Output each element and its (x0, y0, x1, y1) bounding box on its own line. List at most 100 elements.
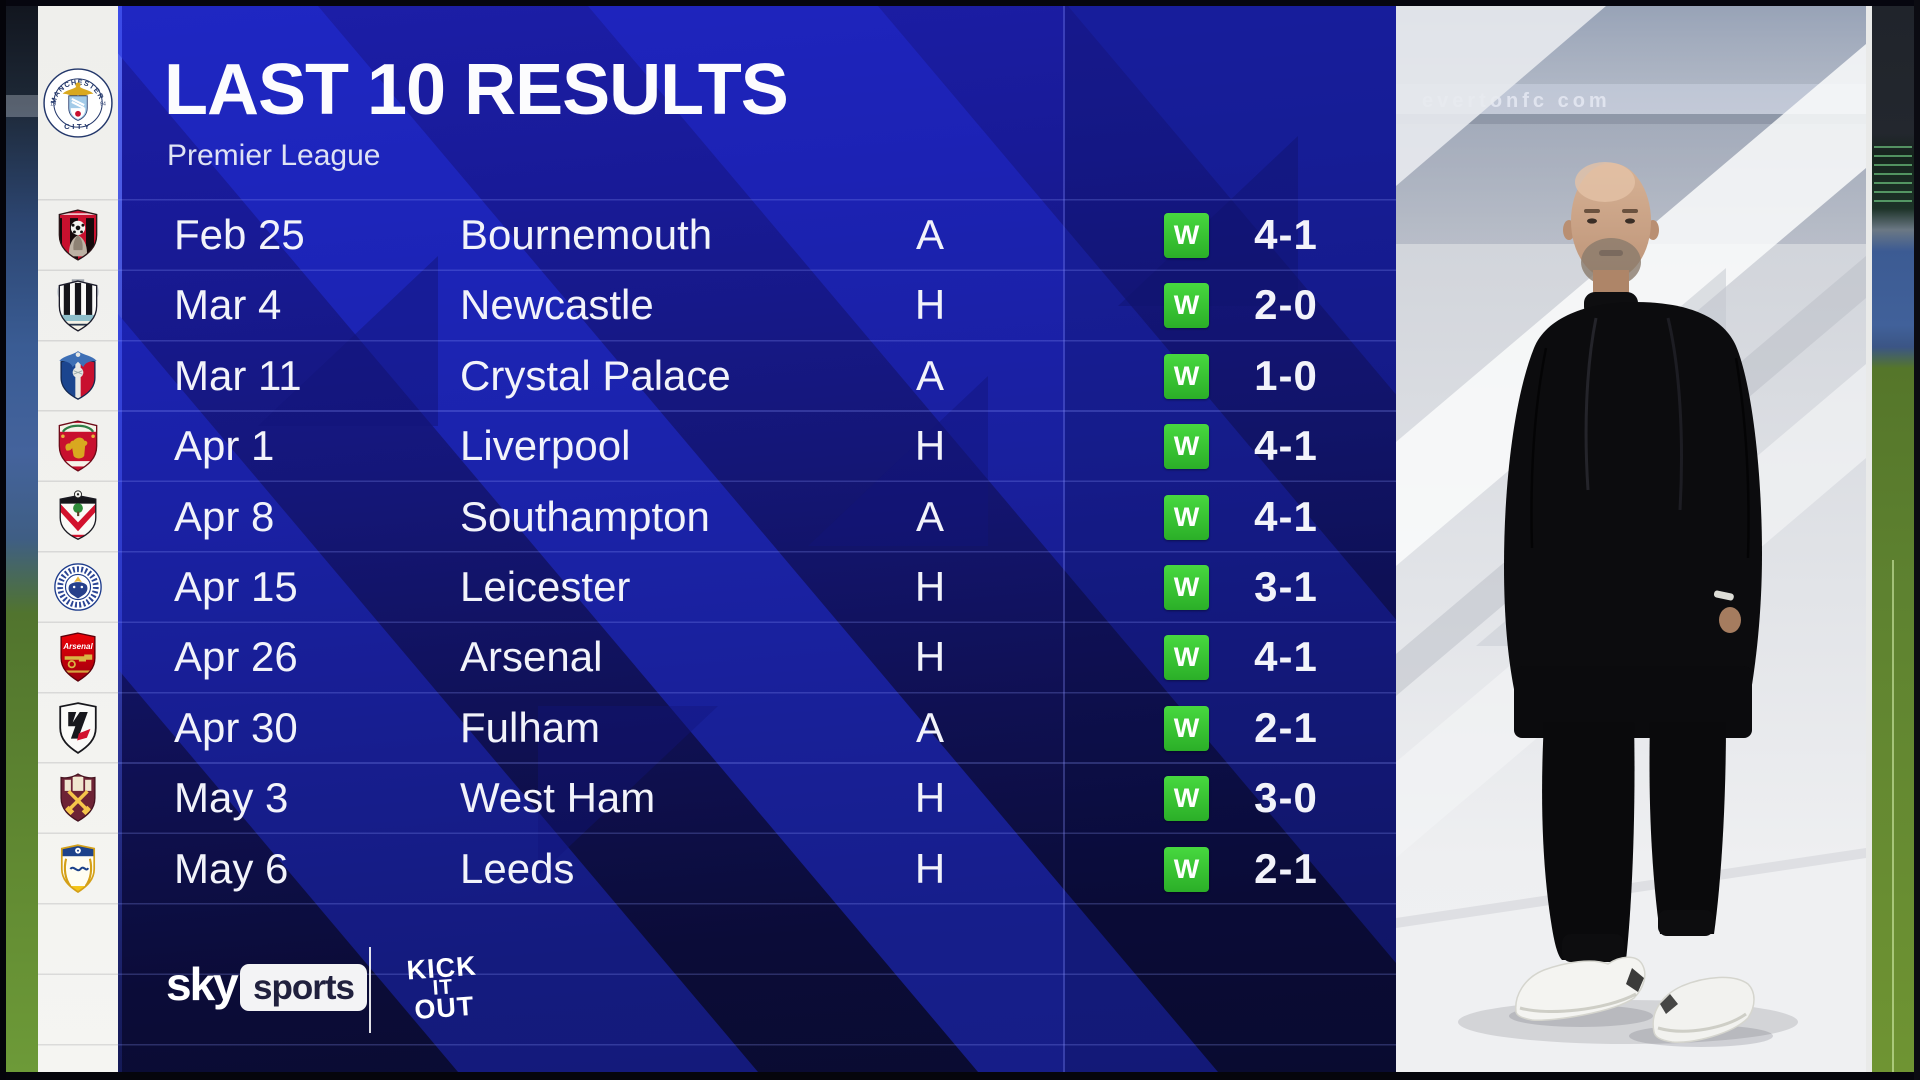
result-outcome-badge: W (1164, 705, 1209, 751)
result-date: Apr 1 (174, 422, 275, 470)
svg-text:Arsenal: Arsenal (62, 642, 93, 651)
result-outcome-badge: W (1164, 846, 1209, 892)
badge-cell (38, 200, 118, 270)
leeds-crest-icon (60, 844, 96, 893)
liverpool-crest-icon (58, 420, 98, 473)
result-score: 3-1 (1254, 563, 1318, 610)
result-date: Mar 11 (174, 351, 302, 399)
hand (1719, 607, 1741, 633)
result-score: 4-1 (1254, 211, 1318, 258)
result-score: 2-0 (1254, 281, 1318, 329)
badge-cell: Arsenal (38, 622, 118, 692)
logo-divider (369, 947, 371, 1033)
sky-sports-logo-box: sports (240, 964, 367, 1011)
frame-right (1914, 0, 1920, 1080)
result-date: Apr 15 (174, 563, 298, 610)
pep-guardiola-figure (1504, 162, 1762, 1043)
result-date: Apr 26 (174, 633, 298, 681)
right-leg (1649, 722, 1726, 934)
result-date: Apr 8 (174, 492, 275, 540)
kick-it-out-line: OUT (413, 990, 476, 1025)
pitch-line (1892, 560, 1894, 1072)
result-opponent: Crystal Palace (460, 351, 731, 399)
result-row: Apr 26 Arsenal H W 4-1 (118, 622, 1396, 692)
result-score: 4-1 (1254, 422, 1318, 470)
result-outcome-letter: W (1173, 360, 1200, 391)
svg-text:94: 94 (100, 101, 106, 107)
result-score: 4-1 (1254, 492, 1318, 540)
result-score: 1-0 (1254, 351, 1318, 399)
result-outcome-badge: W (1164, 494, 1209, 540)
crystal-palace-crest-icon (59, 351, 97, 400)
result-outcome-letter: W (1173, 572, 1200, 602)
arsenal-crest-icon: Arsenal (60, 632, 96, 682)
result-date: Feb 25 (174, 211, 305, 258)
svg-text:18: 18 (50, 101, 56, 107)
result-outcome-badge: W (1164, 635, 1209, 681)
badge-cell (38, 341, 118, 411)
result-venue: H (914, 281, 946, 329)
result-opponent: Bournemouth (460, 211, 713, 258)
newcastle-crest-icon (57, 278, 99, 332)
result-date: Apr 30 (174, 703, 298, 751)
result-venue: H (914, 844, 946, 892)
result-row: Apr 15 Leicester H W 3-1 (118, 552, 1396, 622)
result-opponent: West Ham (460, 774, 656, 822)
result-outcome-badge: W (1164, 283, 1209, 329)
result-date: May 3 (174, 774, 289, 822)
result-outcome-letter: W (1173, 712, 1200, 743)
badge-cell (38, 763, 118, 833)
frame-top (0, 0, 1920, 6)
result-opponent: Liverpool (460, 422, 631, 470)
badge-cell (38, 270, 118, 340)
result-venue: H (914, 563, 946, 610)
result-date: Mar 4 (174, 281, 282, 329)
result-outcome-letter: W (1173, 642, 1200, 673)
result-venue: H (914, 633, 946, 681)
stadium-edge-left (6, 6, 38, 1072)
west-ham-crest-icon (60, 773, 96, 823)
result-row: Mar 11 Crystal Palace A W 1-0 (118, 341, 1396, 411)
svg-text:CITY: CITY (64, 122, 92, 131)
result-row: Mar 4 Newcastle H W 2-0 (118, 270, 1396, 340)
bournemouth-crest-icon (58, 209, 98, 261)
result-score: 2-1 (1254, 703, 1318, 751)
result-outcome-letter: W (1173, 783, 1200, 814)
result-venue: H (914, 774, 946, 822)
result-outcome-badge: W (1164, 213, 1209, 258)
fulham-crest-icon (59, 702, 97, 754)
badge-cell (38, 834, 118, 904)
result-date: May 6 (174, 844, 289, 892)
badge-cell (38, 693, 118, 763)
page-title: LAST 10 RESULTS (164, 50, 789, 130)
kick-it-out-logo: KICK IT OUT (388, 933, 497, 1044)
badge-cell (38, 552, 118, 622)
shirt-cuff (1713, 590, 1734, 601)
panel-right-separator (1866, 6, 1872, 1072)
scoreboard-icon (1874, 146, 1912, 204)
result-row: Feb 25 Bournemouth A W 4-1 (118, 200, 1396, 270)
result-outcome-letter: W (1173, 431, 1200, 462)
result-outcome-badge: W (1164, 565, 1209, 610)
sky-sports-logo-text: sports (253, 967, 355, 1007)
result-row: Apr 1 Liverpool H W 4-1 (118, 411, 1396, 481)
result-outcome-letter: W (1173, 501, 1200, 532)
page-subtitle: Premier League (167, 139, 381, 172)
jacket (1504, 302, 1762, 708)
result-outcome-letter: W (1173, 290, 1200, 321)
manchester-city-crest-icon: MANCHESTER CITY 18 94 (43, 67, 113, 138)
badge-cell (38, 411, 118, 481)
southampton-crest-icon (59, 490, 97, 540)
result-column-shade (1065, 6, 1396, 1072)
results-panel-edge (118, 6, 122, 1072)
result-venue: H (914, 422, 946, 470)
right-shoe (1652, 976, 1755, 1043)
sky-logo: sky (166, 958, 239, 1010)
result-opponent: Leeds (460, 844, 575, 892)
badge-cell (38, 482, 118, 552)
manager-photo: evertonfc com (1396, 6, 1866, 1072)
result-venue: A (915, 211, 944, 258)
team-badge-cell: MANCHESTER CITY 18 94 (38, 6, 118, 199)
result-row: Apr 30 Fulham A W 2-1 (118, 693, 1396, 763)
